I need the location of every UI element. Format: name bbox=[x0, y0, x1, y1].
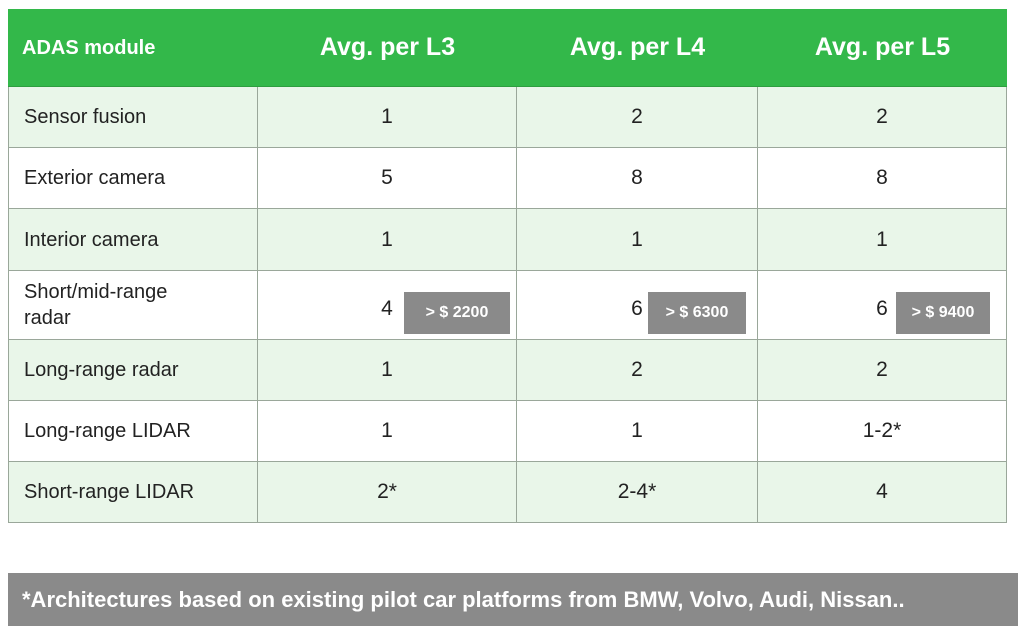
row-interior-camera-label: Interior camera bbox=[8, 209, 258, 271]
table-cell: 2 bbox=[517, 340, 758, 401]
cell-value: 2 bbox=[631, 105, 643, 128]
table-cell: 2 bbox=[758, 87, 1007, 148]
cell-value: 2 bbox=[876, 105, 888, 128]
cost-badge-l4: > $ 6300 bbox=[648, 292, 746, 334]
header-avg-l3: Avg. per L3 bbox=[258, 9, 517, 87]
table-cell: 1 bbox=[258, 340, 517, 401]
adas-table: ADAS module Avg. per L3 Avg. per L4 Avg.… bbox=[8, 9, 1007, 523]
table-cell: 2* bbox=[258, 462, 517, 523]
cell-value: 1 bbox=[876, 227, 888, 251]
table-cell: 8 bbox=[517, 148, 758, 209]
table-cell: 8 bbox=[758, 148, 1007, 209]
cell-value: 4 bbox=[876, 480, 888, 503]
table-grid: ADAS module Avg. per L3 Avg. per L4 Avg.… bbox=[8, 9, 1007, 523]
row-exterior-camera-label: Exterior camera bbox=[8, 148, 258, 209]
table-cell: 1 bbox=[258, 209, 517, 271]
cell-value: 2-4* bbox=[617, 480, 657, 503]
cell-value: 4 bbox=[381, 297, 393, 320]
table-cell: 1 bbox=[258, 87, 517, 148]
table-cell: 2 bbox=[758, 340, 1007, 401]
header-avg-l4: Avg. per L4 bbox=[517, 9, 758, 87]
row-short-mid-range-radar-label: Short/mid-range radar bbox=[8, 271, 258, 340]
cell-value: 1 bbox=[631, 419, 643, 442]
cell-value: 1 bbox=[381, 358, 393, 381]
cell-value: 1 bbox=[381, 227, 393, 251]
cell-value: 2 bbox=[631, 358, 643, 381]
header-adas-module: ADAS module bbox=[8, 9, 258, 87]
table-cell: 1 bbox=[258, 401, 517, 462]
row-label-text: Short/mid-range radar bbox=[24, 281, 168, 329]
table-cell: 2 bbox=[517, 87, 758, 148]
table-cell: 4 bbox=[758, 462, 1007, 523]
header-avg-l5: Avg. per L5 bbox=[758, 9, 1007, 87]
cell-value: 1-2* bbox=[862, 419, 902, 442]
table-cell: 1-2* bbox=[758, 401, 1007, 462]
cost-badge-l3: > $ 2200 bbox=[404, 292, 510, 334]
row-long-range-lidar-label: Long-range LIDAR bbox=[8, 401, 258, 462]
cell-value: 5 bbox=[381, 166, 393, 189]
row-long-range-radar-label: Long-range radar bbox=[8, 340, 258, 401]
row-short-range-lidar-label: Short-range LIDAR bbox=[8, 462, 258, 523]
table-cell: 1 bbox=[758, 209, 1007, 271]
cell-value: 6 bbox=[876, 297, 888, 320]
cell-value: 6 bbox=[631, 297, 643, 320]
footnote-banner: *Architectures based on existing pilot c… bbox=[8, 573, 1018, 626]
cell-value: 1 bbox=[381, 419, 393, 442]
row-sensor-fusion-label: Sensor fusion bbox=[8, 87, 258, 148]
table-cell: 2-4* bbox=[517, 462, 758, 523]
cell-value: 2* bbox=[377, 480, 397, 503]
table-cell: 5 bbox=[258, 148, 517, 209]
cell-value: 2 bbox=[876, 358, 888, 381]
cell-value: 8 bbox=[876, 166, 888, 189]
table-cell: 1 bbox=[517, 401, 758, 462]
table-cell: 1 bbox=[517, 209, 758, 271]
cell-value: 1 bbox=[381, 105, 393, 128]
cell-value: 1 bbox=[631, 227, 643, 251]
cell-value: 8 bbox=[631, 166, 643, 189]
cost-badge-l5: > $ 9400 bbox=[896, 292, 990, 334]
